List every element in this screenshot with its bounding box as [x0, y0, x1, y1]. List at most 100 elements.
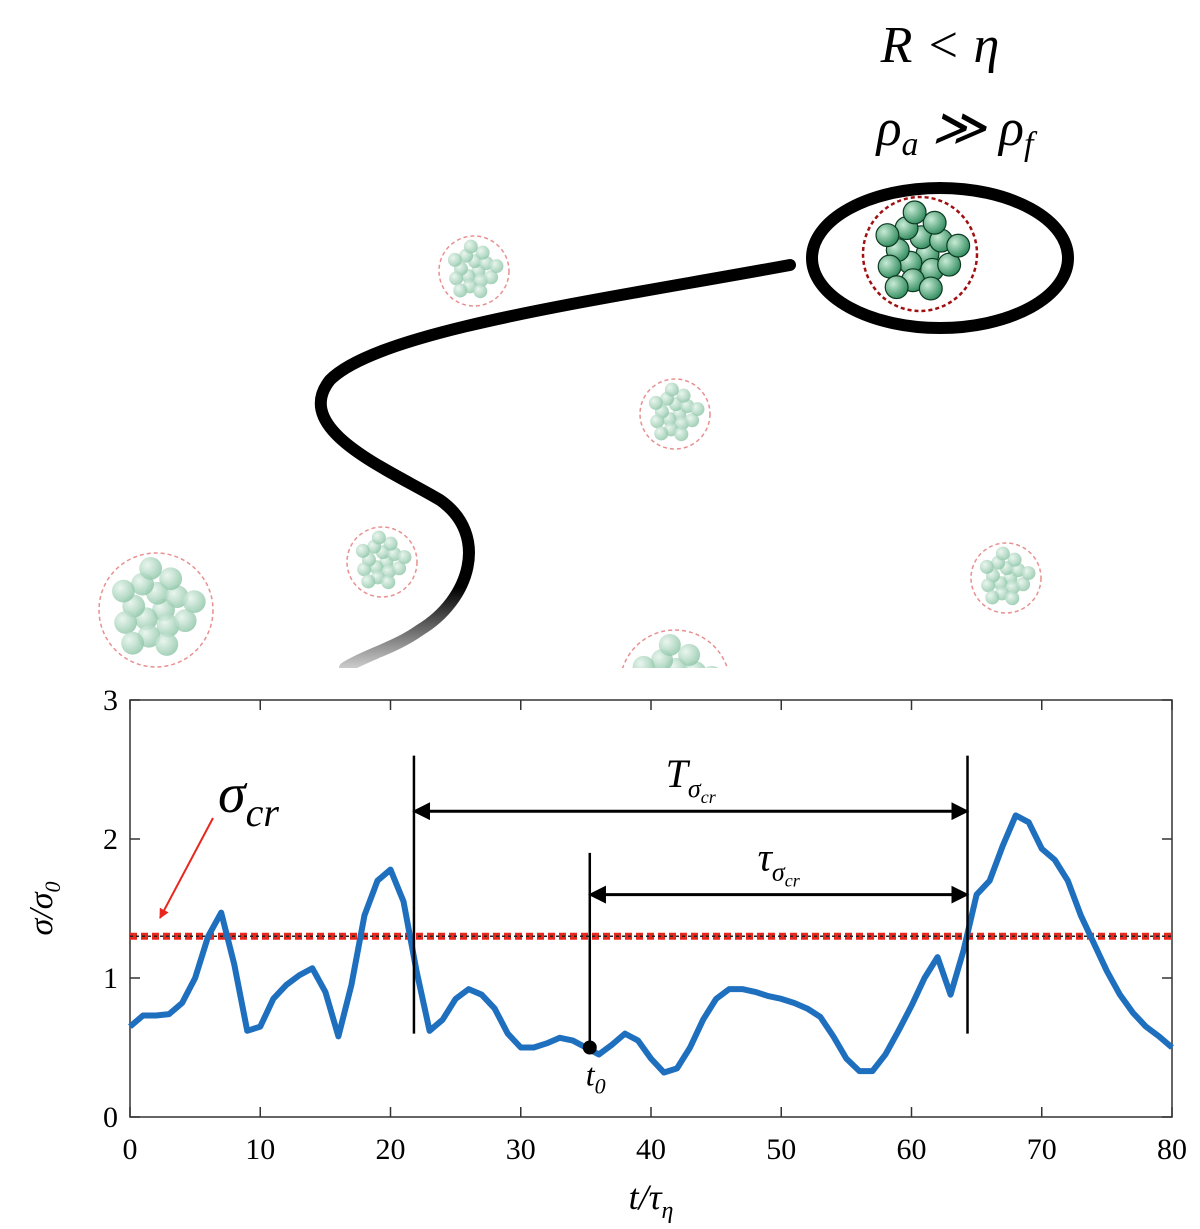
primary-particle — [674, 707, 696, 729]
primary-particle — [357, 562, 372, 577]
density-label: ρa ≫ ρf — [875, 100, 1038, 163]
aggregate-boundary — [639, 378, 711, 450]
primary-particle — [690, 402, 705, 417]
density-part: f — [1024, 126, 1038, 163]
primary-particle — [121, 631, 145, 655]
interval-label: Tσcr — [666, 751, 717, 807]
primary-particle — [1005, 591, 1020, 606]
start-point-label: t0 — [586, 1057, 606, 1099]
y-axis-label: σ/σ0 — [23, 882, 65, 936]
primary-particle — [650, 414, 665, 429]
x-axis-label: t/τη — [629, 1177, 674, 1224]
aggregate — [970, 542, 1042, 614]
interval-label-part: cr — [785, 871, 801, 891]
x-tick-label: 10 — [245, 1133, 275, 1166]
primary-particle — [489, 259, 504, 274]
interval-label-part: cr — [701, 787, 717, 807]
primary-particle — [676, 388, 691, 403]
primary-particle — [985, 590, 1000, 605]
primary-particle — [884, 275, 909, 300]
primary-particle — [875, 223, 900, 248]
zoom-ellipse — [806, 182, 1074, 334]
illustration — [98, 182, 1074, 729]
primary-particle — [705, 665, 719, 668]
primary-particle — [671, 674, 693, 696]
x-tick-label: 70 — [1027, 1133, 1057, 1166]
aggregate — [861, 195, 979, 313]
primary-particle — [877, 254, 902, 279]
data-line — [128, 812, 1174, 1076]
aggregate-boundary — [970, 542, 1042, 614]
x-tick-label: 80 — [1157, 1133, 1187, 1166]
primary-particle — [463, 239, 478, 254]
x-axis-label-part: t/τ — [629, 1177, 663, 1217]
x-axis-label-part: η — [661, 1198, 673, 1224]
start-point-label-part: t — [586, 1057, 596, 1093]
x-tick-label: 30 — [506, 1133, 536, 1166]
x-tick-label: 40 — [636, 1133, 666, 1166]
threshold-pointer — [159, 817, 214, 919]
primary-particle — [678, 643, 701, 666]
primary-particle — [902, 200, 927, 225]
primary-particle — [473, 284, 488, 299]
primary-particle — [397, 550, 412, 565]
primary-particle — [1021, 566, 1036, 581]
primary-particle — [664, 382, 679, 397]
condition-label: R < η — [880, 17, 1000, 74]
interval-label-part: T — [666, 751, 691, 796]
y-tick-label: 2 — [103, 823, 118, 856]
primary-particle — [361, 574, 376, 589]
start-point-label-part: 0 — [595, 1074, 606, 1099]
primary-particle — [643, 670, 665, 692]
primary-particle — [383, 536, 398, 551]
primary-particle — [685, 413, 700, 428]
x-tick-label: 50 — [766, 1133, 796, 1166]
aggregate-boundary — [98, 552, 214, 668]
density-part: a — [902, 126, 919, 163]
primary-particle — [658, 633, 681, 656]
primary-particle — [159, 567, 183, 591]
y-axis-label-part: σ/σ — [23, 891, 60, 935]
chart: 0 10 20 30 40 50 60 70 800123t/τησ/σ0σcrTσcrτσcr… — [23, 684, 1187, 1224]
primary-particle — [112, 579, 135, 603]
density-part: ρ — [875, 100, 902, 157]
primary-particle — [447, 252, 462, 267]
x-tick-label: 60 — [897, 1133, 927, 1166]
primary-particle — [918, 276, 943, 301]
primary-particle — [642, 706, 664, 728]
interval-label-part: σ — [772, 858, 786, 887]
aggregate — [346, 526, 418, 598]
y-tick-label: 1 — [103, 962, 118, 995]
primary-particle — [635, 686, 657, 708]
primary-particle — [922, 210, 947, 235]
primary-particle — [946, 233, 971, 258]
primary-particle — [674, 427, 689, 442]
primary-particle — [654, 426, 669, 441]
aggregate — [98, 552, 214, 668]
aggregate-boundary — [346, 526, 418, 598]
primary-particle — [392, 561, 407, 576]
aggregate-boundary — [438, 235, 510, 307]
interval-label-part: σ — [688, 774, 702, 803]
aggregate — [438, 235, 510, 307]
primary-particle — [114, 611, 138, 634]
threshold-label: σcr — [218, 763, 279, 835]
primary-particle — [475, 245, 490, 260]
aggregate — [621, 629, 729, 729]
primary-particle — [979, 559, 994, 574]
y-tick-label: 3 — [103, 684, 118, 717]
primary-particle — [657, 699, 679, 721]
primary-particle — [692, 684, 714, 706]
primary-particle — [449, 271, 464, 286]
primary-particle — [355, 543, 370, 558]
trajectory — [315, 259, 796, 668]
primary-particle — [632, 655, 655, 668]
density-part: ≫ ρ — [919, 100, 1024, 157]
interval-label-part: τ — [758, 835, 774, 880]
threshold-label-part: σ — [218, 763, 248, 825]
x-tick-label: 20 — [376, 1133, 406, 1166]
primary-particle — [381, 575, 396, 590]
y-axis-label-part: 0 — [40, 882, 65, 893]
aggregate-boundary — [861, 195, 979, 313]
